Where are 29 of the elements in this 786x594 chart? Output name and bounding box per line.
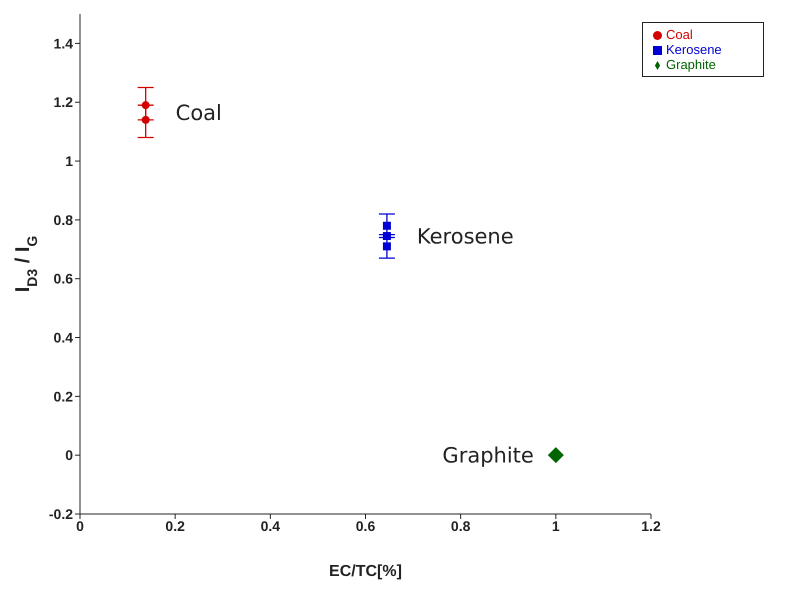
point	[382, 232, 391, 240]
annotation: Coal	[176, 100, 222, 125]
legend-label: Kerosene	[666, 42, 722, 57]
legend-label: Graphite	[666, 57, 716, 72]
point	[142, 101, 150, 110]
point	[382, 242, 391, 250]
x-tick-label: 1	[552, 518, 560, 534]
y-tick-label: 1.4	[54, 35, 74, 52]
y-tick-label: -0.2	[48, 506, 74, 522]
y-tick-label: 0.4	[54, 330, 74, 346]
y-tick-label: 0.8	[54, 212, 74, 228]
y-tick-label: 0.2	[54, 388, 74, 404]
x-tick-label: 1.2	[641, 518, 661, 534]
y-tick-label: 1	[65, 153, 74, 170]
y-tick-label: 0.6	[54, 270, 74, 287]
point	[548, 447, 564, 464]
y-tick-label: 0	[65, 447, 74, 464]
y-tick-label: 1.2	[54, 94, 74, 110]
point	[142, 116, 150, 124]
annotation: Graphite	[442, 444, 534, 468]
x-tick-label: 0.6	[356, 518, 376, 534]
x-tick-label: 0.8	[450, 518, 471, 534]
legend-label: Coal	[666, 27, 693, 42]
annotation: Kerosene	[416, 224, 514, 249]
x-tick-label: 0	[76, 518, 84, 534]
x-axis-title: EC/TC[%]	[329, 563, 402, 580]
point	[382, 222, 391, 230]
x-tick-label: 0.2	[165, 518, 186, 534]
x-tick-label: 0.4	[260, 518, 280, 534]
